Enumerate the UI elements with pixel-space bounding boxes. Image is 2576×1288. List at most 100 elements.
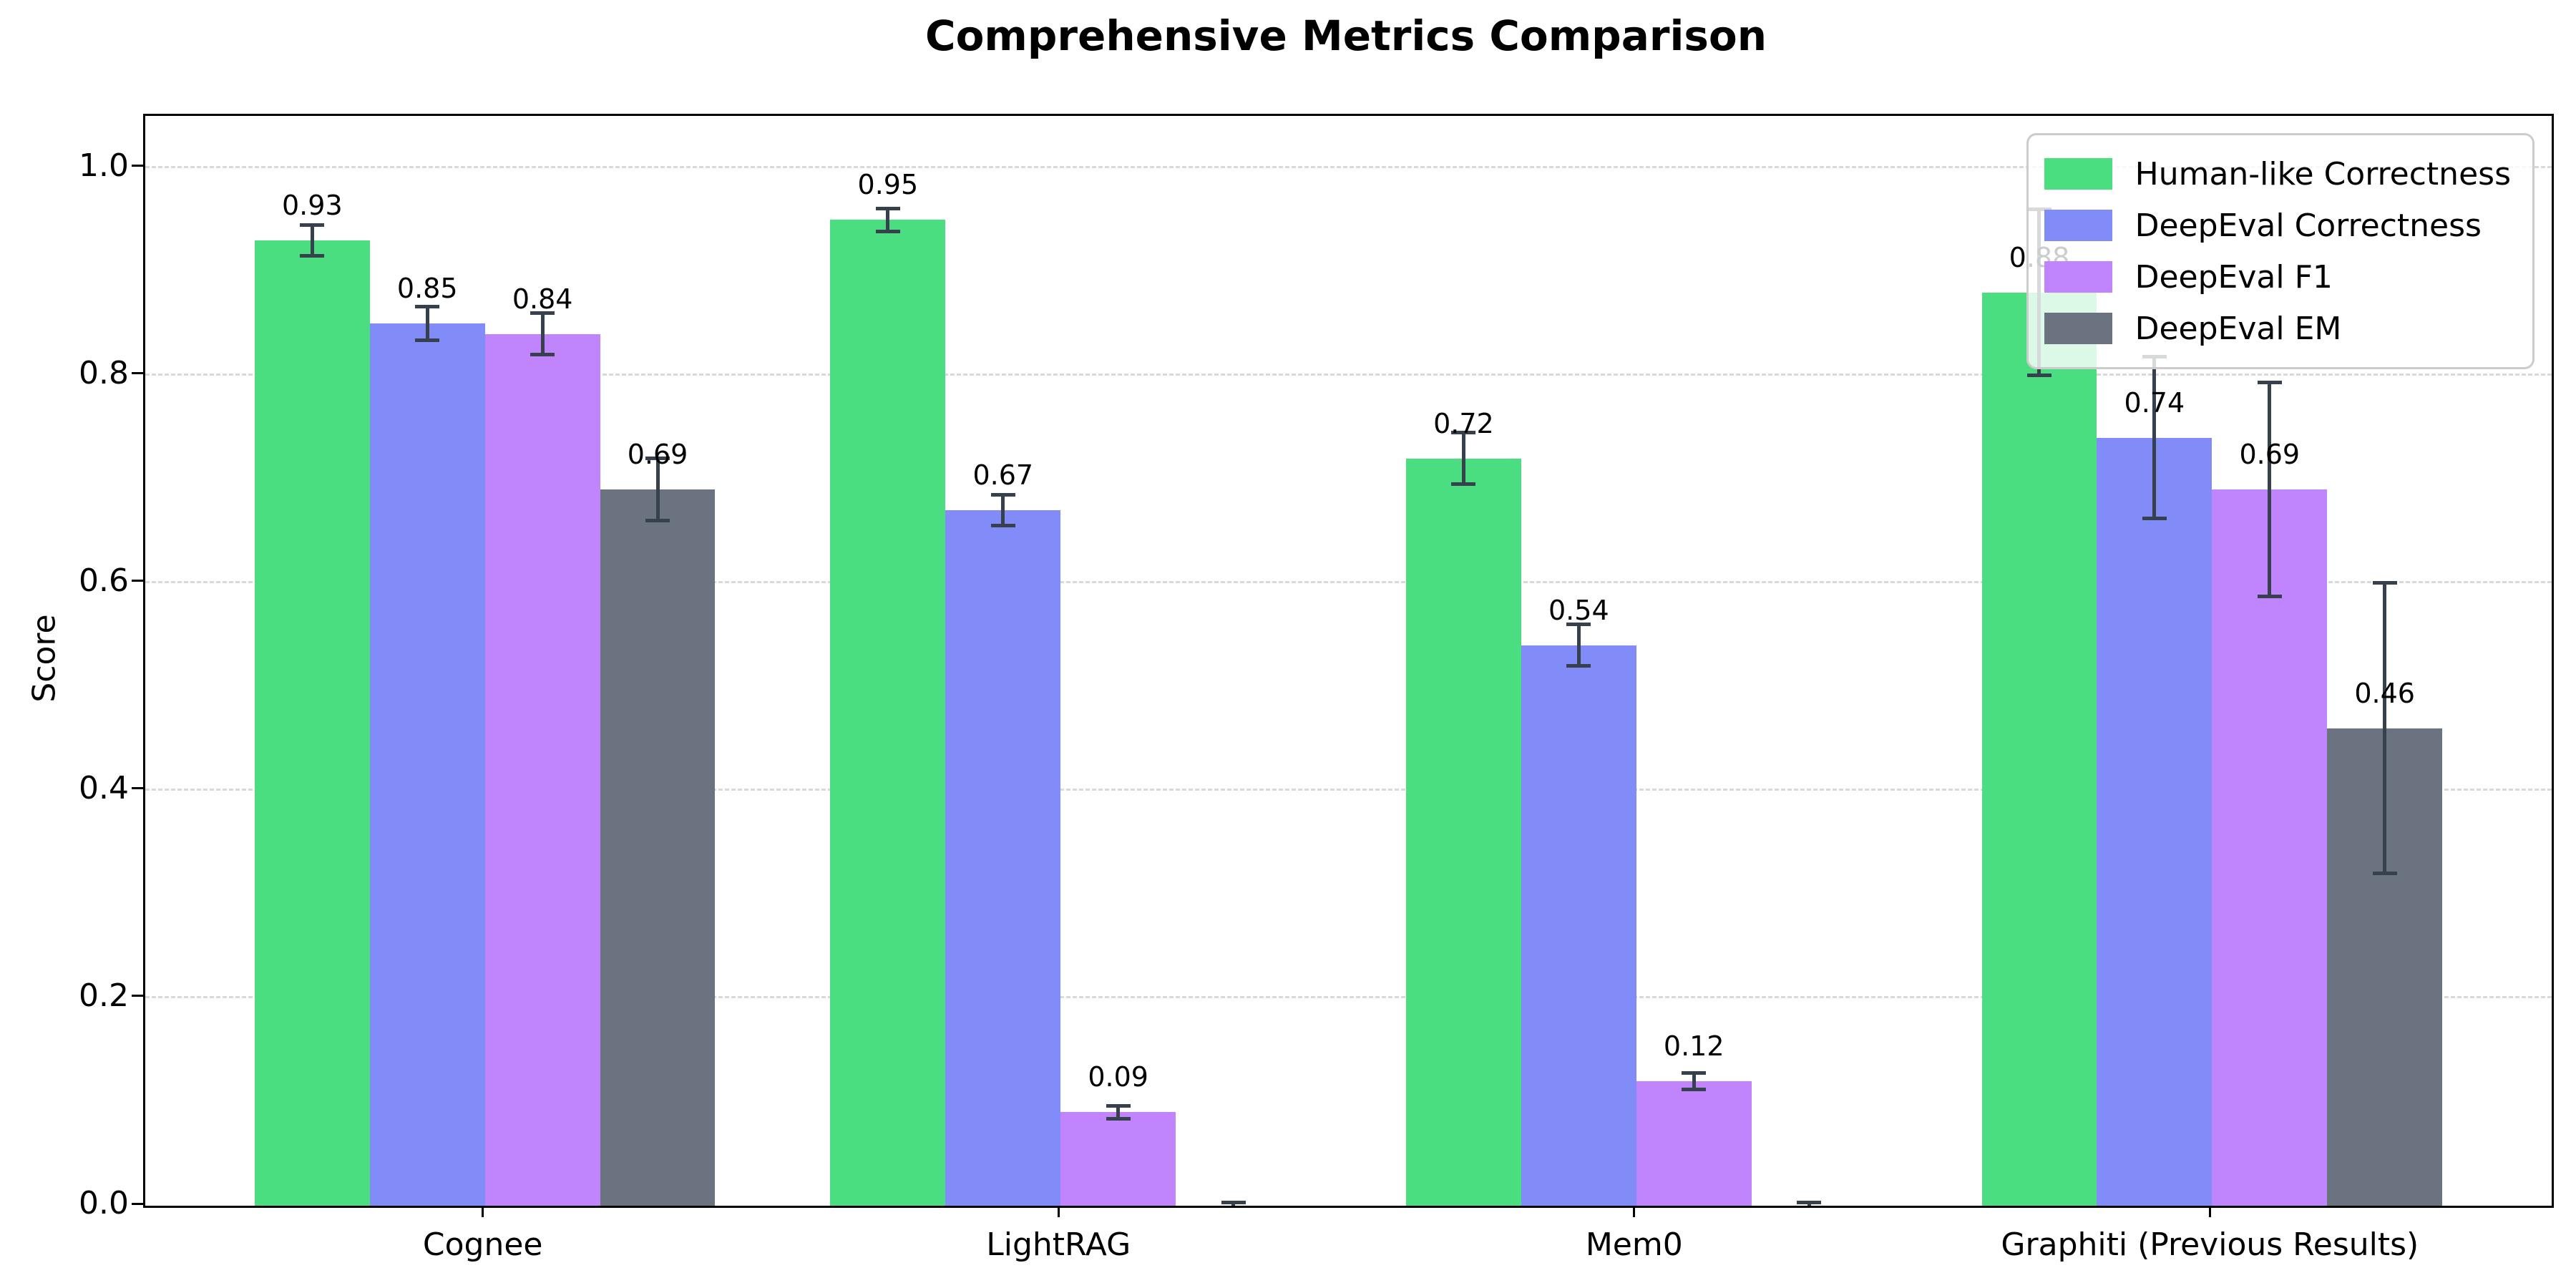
bar-deepeval-correctness-2 xyxy=(1521,645,1636,1206)
y-tick-mark xyxy=(132,1202,143,1205)
bar-value-label: 0.69 xyxy=(627,439,688,471)
bar-human-like-correctness-0 xyxy=(254,240,370,1206)
legend: Human-like Correctness DeepEval Correctne… xyxy=(2026,133,2534,369)
error-bar xyxy=(1001,494,1005,526)
bar-value-label: 0.54 xyxy=(1548,594,1609,626)
error-bar-bottom-cap xyxy=(875,229,900,233)
error-bar-top-cap xyxy=(1106,1104,1131,1108)
error-bar xyxy=(1692,1073,1696,1090)
bar-deepeval-correctness-1 xyxy=(945,510,1061,1206)
gridline-0.4 xyxy=(145,788,2552,791)
x-tick-mark xyxy=(1057,1206,1060,1217)
bar-human-like-correctness-1 xyxy=(830,220,946,1206)
error-bar-top-cap xyxy=(530,311,555,316)
bar-deepeval-correctness-3 xyxy=(2097,437,2212,1206)
y-tick-label: 0.6 xyxy=(79,562,129,599)
y-tick-mark xyxy=(132,165,143,167)
bar-deepeval-f1-0 xyxy=(484,333,600,1206)
error-bar-bottom-cap xyxy=(1682,1088,1707,1092)
legend-label: DeepEval F1 xyxy=(2135,258,2333,296)
gridline-0.8 xyxy=(145,373,2552,376)
gridline-1 xyxy=(145,165,2552,168)
bar-deepeval-f1-1 xyxy=(1060,1112,1176,1206)
error-bar-bottom-cap xyxy=(1566,664,1591,668)
error-bar xyxy=(1576,624,1581,666)
bar-human-like-correctness-3 xyxy=(1981,292,2097,1206)
error-bar xyxy=(2152,356,2157,519)
bar-value-label: 0.85 xyxy=(396,273,458,305)
error-bar-bottom-cap xyxy=(2372,872,2397,876)
error-bar-top-cap xyxy=(2372,581,2397,585)
error-bar xyxy=(2268,382,2272,597)
error-bar-bottom-cap xyxy=(300,254,325,258)
error-bar-top-cap xyxy=(1797,1201,1822,1205)
y-tick-label: 0.4 xyxy=(79,769,129,806)
error-bar xyxy=(310,225,314,256)
error-bar xyxy=(1461,432,1465,484)
x-category-label: Mem0 xyxy=(1585,1226,1683,1263)
y-tick-mark xyxy=(132,787,143,790)
y-tick-label: 1.0 xyxy=(79,147,129,184)
error-bar-bottom-cap xyxy=(645,519,670,523)
x-tick-mark xyxy=(2208,1206,2211,1217)
error-bar-top-cap xyxy=(300,223,325,227)
legend-item: Human-like Correctness xyxy=(2044,148,2511,200)
bar-human-like-correctness-2 xyxy=(1405,458,1521,1206)
legend-swatch xyxy=(2044,210,2112,241)
plot-clip-region: 0.930.950.720.880.850.670.540.740.840.09… xyxy=(145,116,2552,1206)
legend-item: DeepEval F1 xyxy=(2044,251,2511,303)
x-category-label: Graphiti (Previous Results) xyxy=(2001,1226,2419,1263)
error-bar-top-cap xyxy=(990,492,1015,497)
legend-item: DeepEval Correctness xyxy=(2044,200,2511,251)
legend-label: DeepEval EM xyxy=(2135,310,2342,347)
error-bar-top-cap xyxy=(2257,381,2282,385)
legend-label: Human-like Correctness xyxy=(2135,155,2511,192)
error-bar-top-cap xyxy=(645,457,670,461)
error-bar-top-cap xyxy=(415,305,440,309)
chart-title: Comprehensive Metrics Comparison xyxy=(925,11,1767,60)
gridline-0.6 xyxy=(145,580,2552,583)
x-category-label: LightRAG xyxy=(986,1226,1131,1263)
legend-swatch xyxy=(2044,158,2112,190)
error-bar xyxy=(886,208,890,232)
bar-value-label: 0.95 xyxy=(857,169,919,201)
error-bar-top-cap xyxy=(1682,1070,1707,1075)
error-bar-bottom-cap xyxy=(415,338,440,342)
bar-value-label: 0.93 xyxy=(282,190,343,222)
error-bar-bottom-cap xyxy=(530,353,555,357)
legend-label: DeepEval Correctness xyxy=(2135,207,2482,244)
y-tick-mark xyxy=(132,580,143,582)
error-bar xyxy=(425,306,429,341)
plot-area: 0.930.950.720.880.850.670.540.740.840.09… xyxy=(143,114,2554,1208)
error-bar-bottom-cap xyxy=(2142,517,2167,521)
y-axis-label: Score xyxy=(26,614,63,703)
error-bar xyxy=(655,458,660,521)
bar-deepeval-f1-3 xyxy=(2212,489,2328,1206)
y-tick-mark xyxy=(132,995,143,997)
legend-swatch xyxy=(2044,313,2112,344)
x-tick-mark xyxy=(1633,1206,1636,1217)
y-tick-label: 0.0 xyxy=(79,1185,129,1221)
error-bar-top-cap xyxy=(1221,1201,1246,1205)
error-bar-top-cap xyxy=(1566,623,1591,627)
gridline-0.2 xyxy=(145,995,2552,998)
x-category-label: Cognee xyxy=(422,1226,543,1263)
error-bar xyxy=(1116,1106,1121,1119)
y-tick-label: 0.8 xyxy=(79,354,129,391)
bar-value-label: 0.67 xyxy=(972,459,1034,492)
error-bar-bottom-cap xyxy=(2026,374,2051,378)
bar-value-label: 0.72 xyxy=(1433,407,1494,439)
bar-value-label: 0.69 xyxy=(2239,439,2301,471)
bar-deepeval-correctness-0 xyxy=(369,323,485,1206)
error-bar-bottom-cap xyxy=(990,524,1015,528)
legend-item: DeepEval EM xyxy=(2044,303,2511,354)
bar-deepeval-f1-2 xyxy=(1636,1080,1752,1206)
y-tick-mark xyxy=(132,372,143,375)
bar-value-label: 0.12 xyxy=(1663,1030,1724,1062)
bar-value-label: 0.74 xyxy=(2124,386,2185,419)
bar-deepeval-em-0 xyxy=(600,489,716,1206)
y-tick-label: 0.2 xyxy=(79,977,129,1014)
error-bar-top-cap xyxy=(875,206,900,210)
bar-value-label: 0.46 xyxy=(2354,677,2415,709)
